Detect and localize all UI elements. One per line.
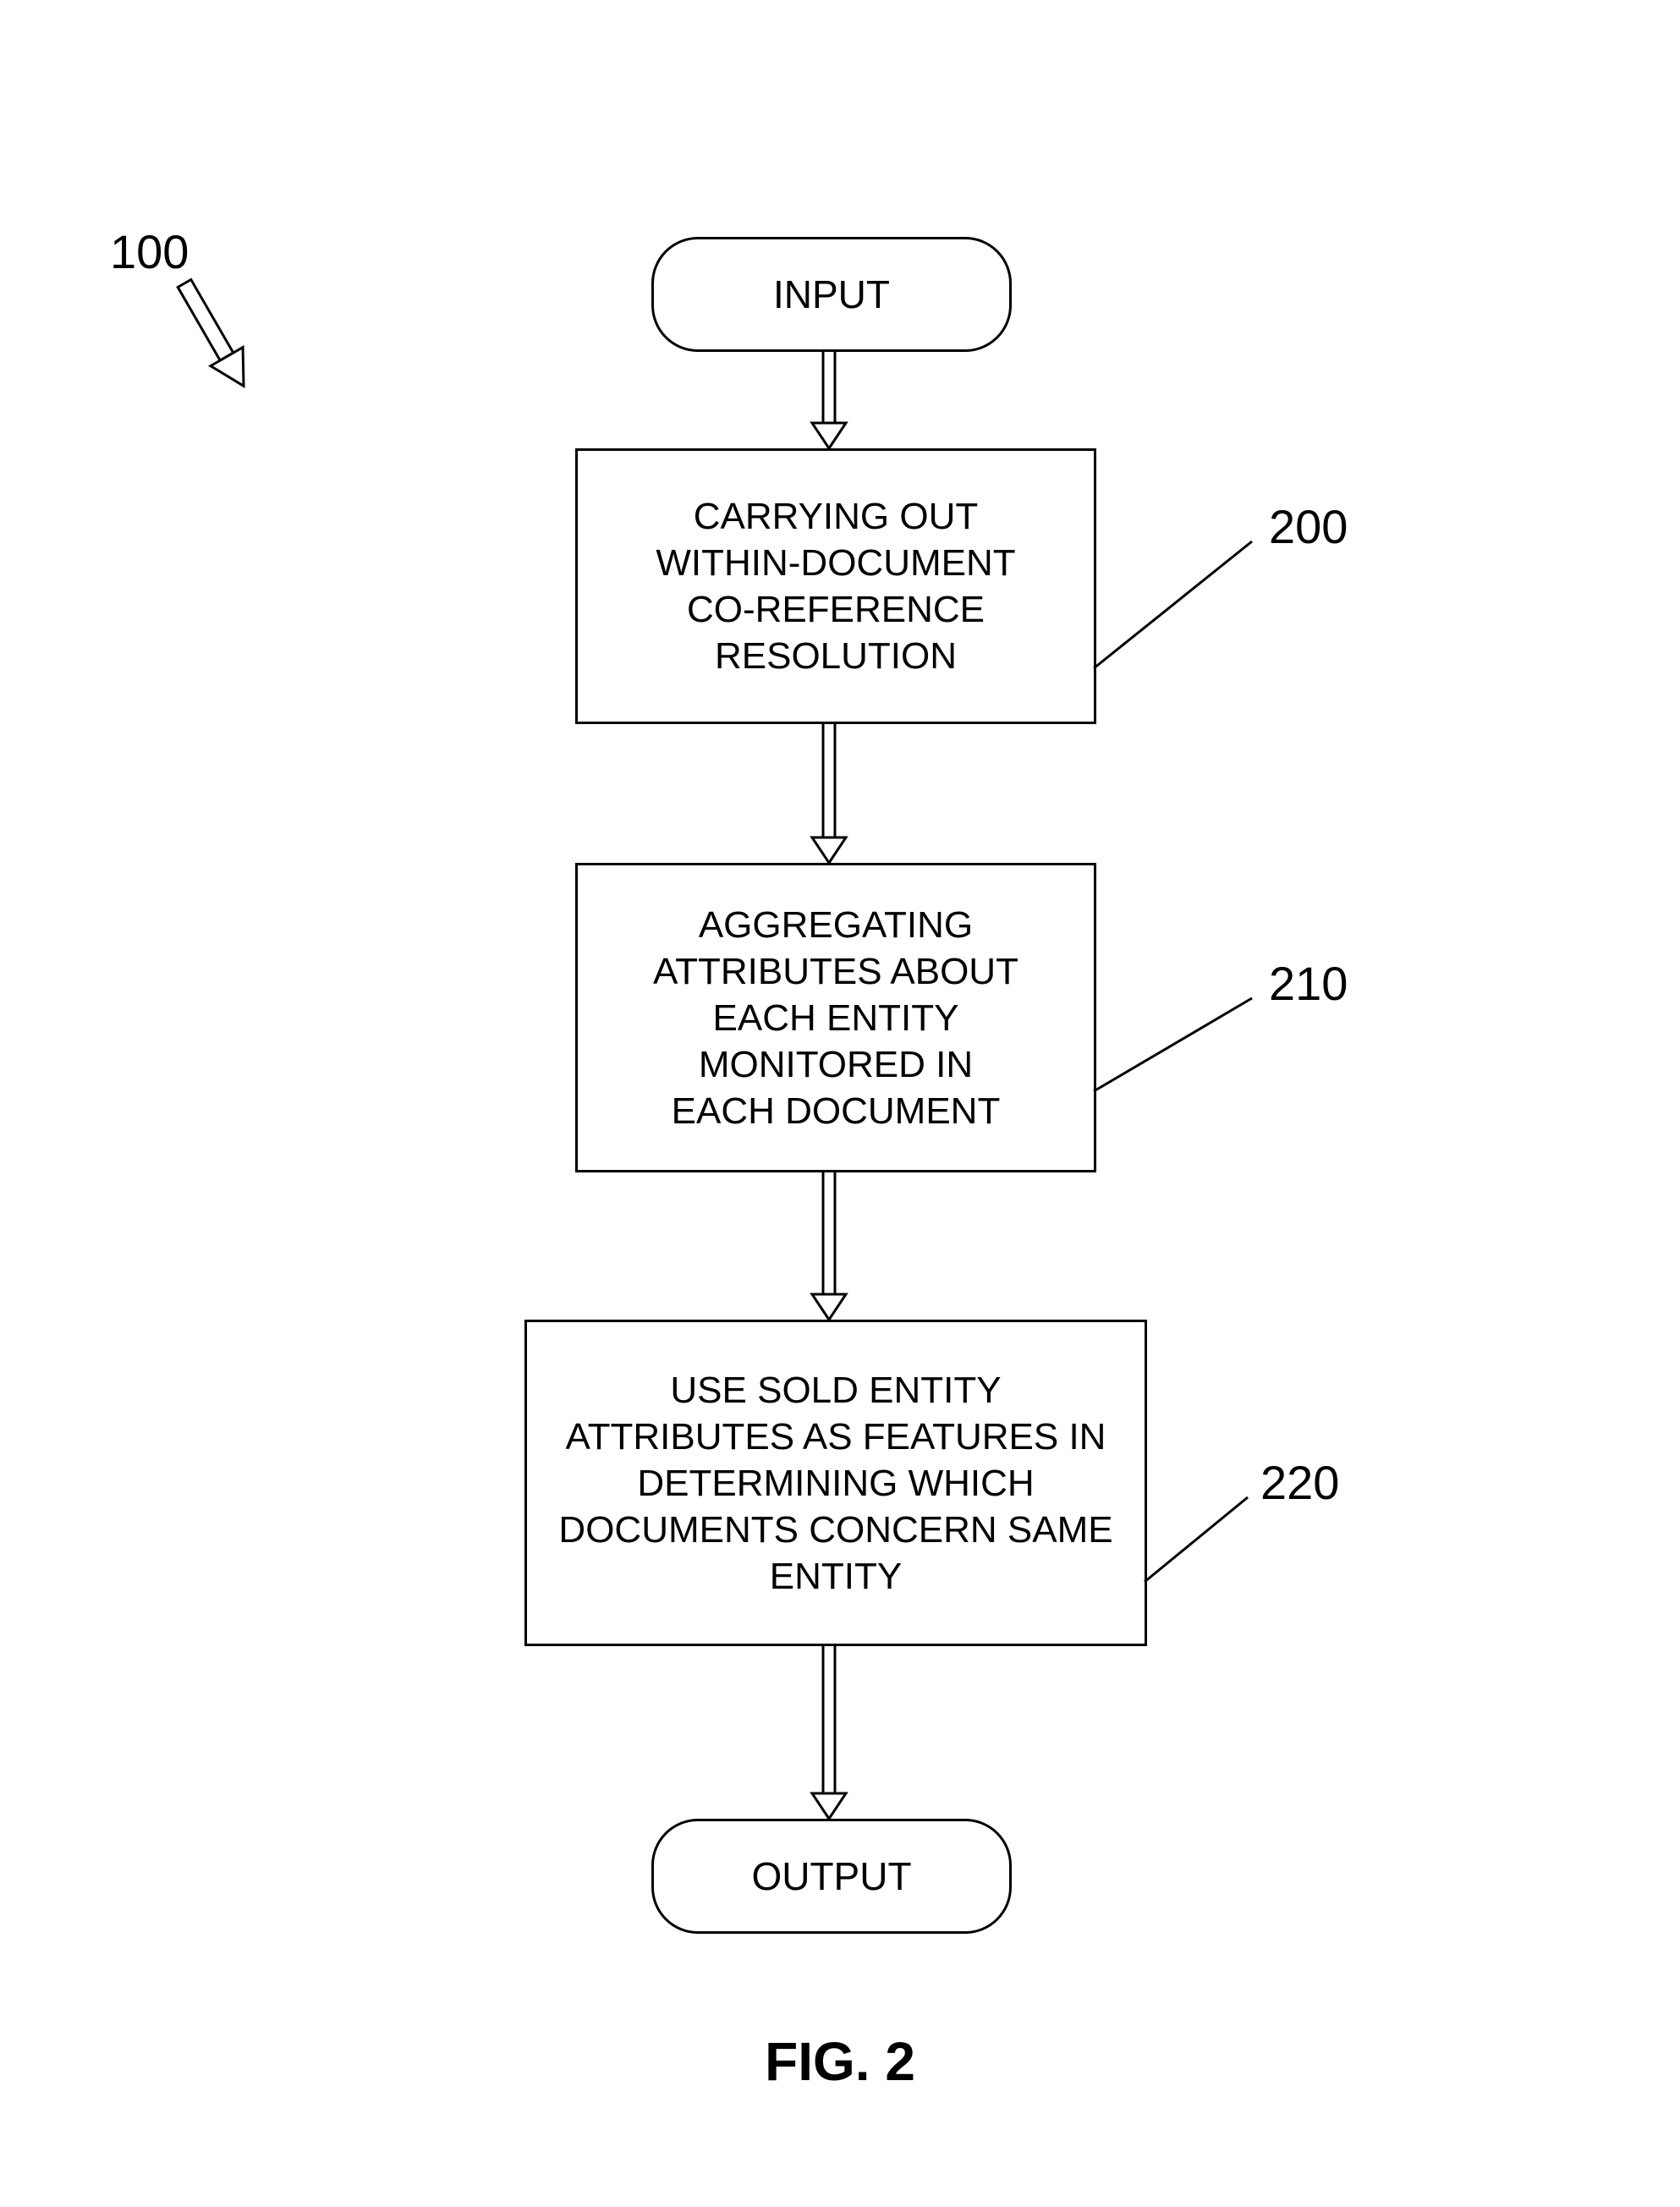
arrow-step2-step3 [812,1170,846,1320]
ref-num-220: 220 [1260,1455,1339,1510]
ref-num-100: 100 [110,224,189,279]
node-output-label: OUTPUT [751,1853,911,1899]
node-step2-label: AGGREGATINGATTRIBUTES ABOUTEACH ENTITYMO… [653,902,1018,1134]
node-input: INPUT [651,237,1012,352]
ref-num-200: 200 [1269,499,1348,554]
node-step2: AGGREGATINGATTRIBUTES ABOUTEACH ENTITYMO… [575,863,1096,1172]
ref-num-210: 210 [1269,956,1348,1011]
arrow-input-step1 [812,349,846,448]
leader-210 [1094,998,1252,1091]
node-output: OUTPUT [651,1819,1012,1934]
figure-label: FIG. 2 [0,2030,1680,2093]
node-step3: USE SOLD ENTITYATTRIBUTES AS FEATURES IN… [524,1320,1147,1646]
node-input-label: INPUT [773,272,890,317]
node-step1-label: CARRYING OUTWITHIN-DOCUMENTCO-REFERENCER… [656,493,1015,679]
leader-220 [1145,1497,1248,1582]
node-step1: CARRYING OUTWITHIN-DOCUMENTCO-REFERENCER… [575,448,1096,724]
ref-100-arrow [168,274,260,395]
leader-200 [1094,541,1252,668]
arrow-step1-step2 [812,722,846,863]
arrow-step3-output [812,1644,846,1819]
node-step3-label: USE SOLD ENTITYATTRIBUTES AS FEATURES IN… [558,1367,1112,1600]
figure-page: 100 INPUT CARRYING OUTWITHIN-DOCUMENTCO-… [0,0,1680,2207]
